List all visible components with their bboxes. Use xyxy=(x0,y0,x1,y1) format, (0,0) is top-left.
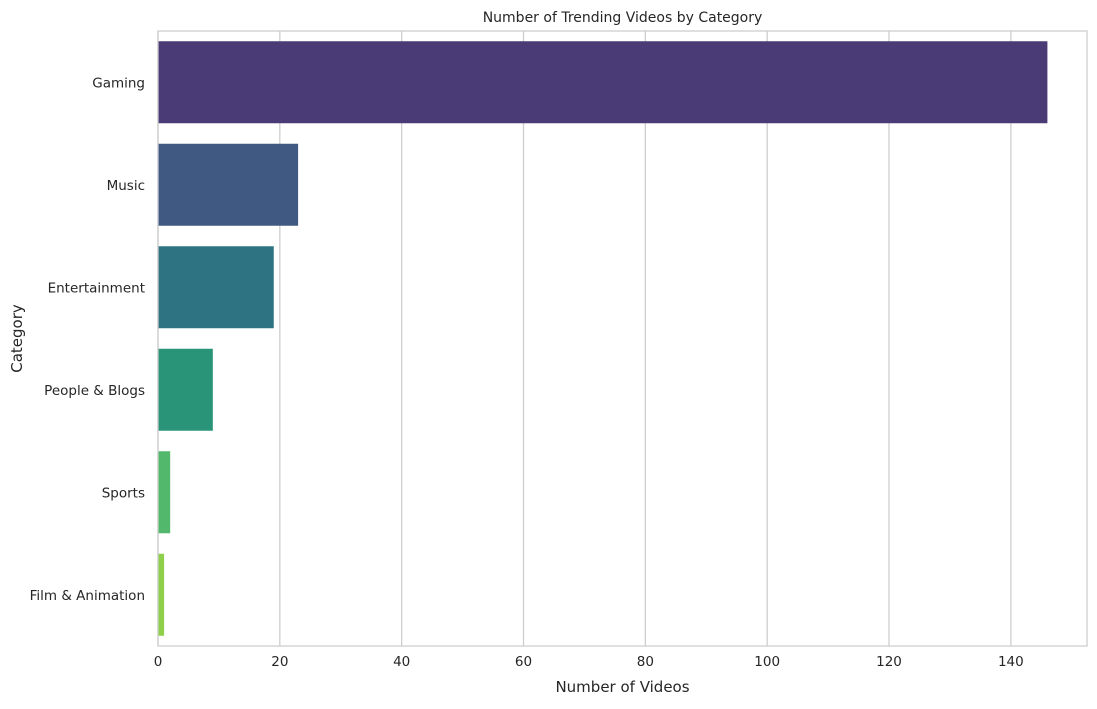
y-tick-label: Sports xyxy=(102,485,145,501)
y-tick-label: Entertainment xyxy=(48,280,145,296)
chart-title: Number of Trending Videos by Category xyxy=(483,10,763,26)
x-tick-label: 40 xyxy=(393,654,410,670)
bar-gaming xyxy=(158,41,1048,124)
x-tick-label: 100 xyxy=(754,654,780,670)
bar-people-blogs xyxy=(158,348,213,431)
x-tick-label: 120 xyxy=(876,654,902,670)
plot-frame xyxy=(157,30,1088,647)
y-tick-label: People & Blogs xyxy=(44,383,145,399)
bar-film-animation xyxy=(158,553,165,636)
y-tick-labels: Gaming Music Entertainment People & Blogs Sp… xyxy=(30,75,145,604)
x-axis-label: Number of Videos xyxy=(555,678,689,696)
y-tick-label: Film & Animation xyxy=(30,588,145,604)
y-axis-label: Category xyxy=(8,304,26,373)
x-tick-label: 60 xyxy=(515,654,532,670)
bars xyxy=(158,41,1048,636)
x-tick-labels: 0 20 40 60 80 100 120 140 xyxy=(154,654,1024,670)
x-tick-label: 20 xyxy=(271,654,288,670)
bar-music xyxy=(158,143,299,226)
x-tick-label: 80 xyxy=(637,654,654,670)
x-tick-label: 0 xyxy=(154,654,163,670)
y-tick-label: Music xyxy=(107,178,145,194)
x-tick-label: 140 xyxy=(998,654,1024,670)
y-tick-label: Gaming xyxy=(92,75,145,91)
bar-sports xyxy=(158,451,171,534)
bar-entertainment xyxy=(158,246,274,329)
